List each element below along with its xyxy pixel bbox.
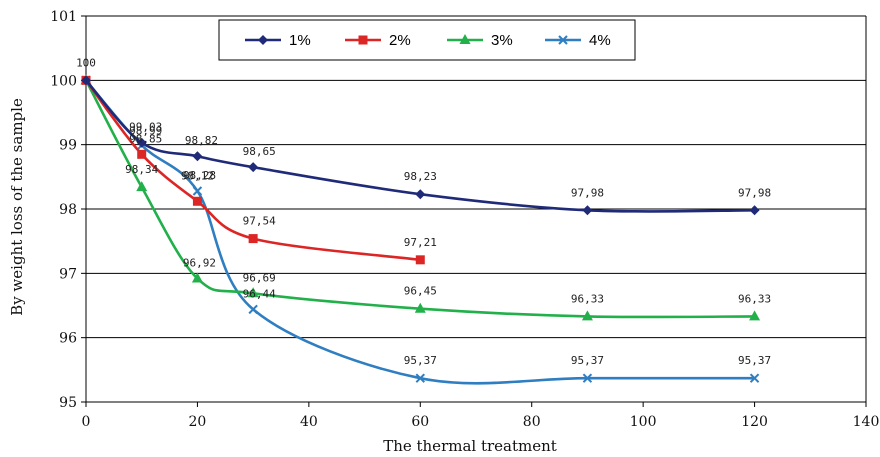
marker-stroke (248, 304, 258, 315)
data-label: 97,54 (243, 215, 276, 228)
x-tick-label: 20 (189, 414, 207, 430)
data-point (137, 149, 147, 159)
x-tick-label: 100 (630, 414, 657, 430)
data-point (191, 272, 203, 283)
x-tick-label: 140 (853, 414, 880, 430)
data-label: 96,44 (243, 287, 276, 300)
y-tick-label: 99 (59, 138, 77, 154)
gridlines (86, 15, 866, 403)
data-point (247, 287, 259, 298)
legend-item: 2% (345, 32, 411, 49)
y-tick-label: 95 (59, 395, 77, 411)
data-point (248, 304, 258, 315)
data-point (415, 373, 425, 383)
data-point (582, 373, 593, 383)
legend: 1% 2% 3% 4% (218, 19, 636, 61)
legend-marker (358, 35, 368, 45)
data-point (582, 205, 593, 216)
y-axis-label: By weight loss of the sample (8, 98, 26, 316)
data-label: 97,98 (571, 186, 604, 199)
y-tick-label: 98 (59, 202, 77, 218)
legend-item: 1% (245, 32, 311, 49)
x-tick-label: 80 (523, 414, 541, 430)
data-label: 96,33 (738, 292, 771, 305)
series-lines (80, 74, 761, 385)
data-point (81, 75, 91, 86)
x-tick-label: 120 (741, 414, 768, 430)
y-tick-label: 96 (59, 331, 77, 347)
x-tick-label: 0 (82, 414, 91, 430)
data-label: 99,03 (129, 121, 162, 134)
legend-marker (459, 34, 471, 44)
data-label: 95,37 (404, 354, 437, 367)
data-label: 96,92 (183, 256, 216, 269)
x-axis-label: The thermal treatment (383, 437, 557, 455)
data-point (136, 181, 148, 192)
data-label: 98,23 (404, 170, 437, 183)
marker-stroke (415, 373, 425, 383)
data-label: 97,21 (404, 236, 437, 249)
legend-label: 4% (589, 32, 611, 49)
data-label: 96,33 (571, 292, 604, 305)
marker-stroke (749, 373, 760, 383)
y-tick-label: 97 (59, 266, 77, 282)
data-label: 98,65 (243, 145, 276, 158)
data-point (192, 186, 203, 196)
legend-label: 3% (491, 32, 513, 49)
legend-label: 1% (289, 32, 311, 49)
x-tick-label: 60 (411, 414, 429, 430)
data-label: 100 (76, 56, 96, 69)
data-label: 98,99 (129, 124, 162, 137)
data-point (192, 151, 203, 162)
data-label: 98,34 (125, 163, 158, 176)
series-1 (81, 75, 760, 216)
data-point (749, 310, 761, 321)
legend-marker (258, 35, 268, 45)
data-point (136, 137, 147, 148)
data-label: 98,28 (183, 169, 216, 182)
marker-stroke (558, 35, 568, 45)
data-point (415, 255, 425, 265)
legend-item: 3% (447, 32, 513, 49)
y-tick-label: 101 (50, 9, 77, 25)
x-tick-label: 40 (300, 414, 318, 430)
data-label: 95,37 (738, 354, 771, 367)
marker-stroke (582, 373, 593, 383)
data-point (192, 196, 202, 206)
data-point (248, 162, 259, 173)
marker-stroke (192, 186, 203, 196)
legend-label: 2% (389, 32, 411, 49)
tick-labels: 95 96 97 98 99 100 101 0 20 40 60 80 100 120 140 (50, 9, 879, 430)
data-point (749, 373, 760, 383)
data-label: 98,85 (129, 132, 162, 145)
y-tick-label: 100 (50, 73, 77, 89)
data-point (248, 234, 258, 244)
data-label: 98,82 (185, 134, 218, 147)
data-label: 95,37 (571, 354, 604, 367)
legend-marker (558, 35, 568, 45)
data-point (581, 310, 593, 321)
data-label: 96,45 (404, 285, 437, 298)
data-point (415, 189, 426, 200)
data-label: 97,98 (738, 186, 771, 199)
data-point (749, 205, 760, 216)
data-point (414, 302, 426, 313)
legend-item: 4% (545, 32, 611, 49)
data-label: 98,12 (181, 169, 214, 182)
data-label: 96,69 (243, 271, 276, 284)
